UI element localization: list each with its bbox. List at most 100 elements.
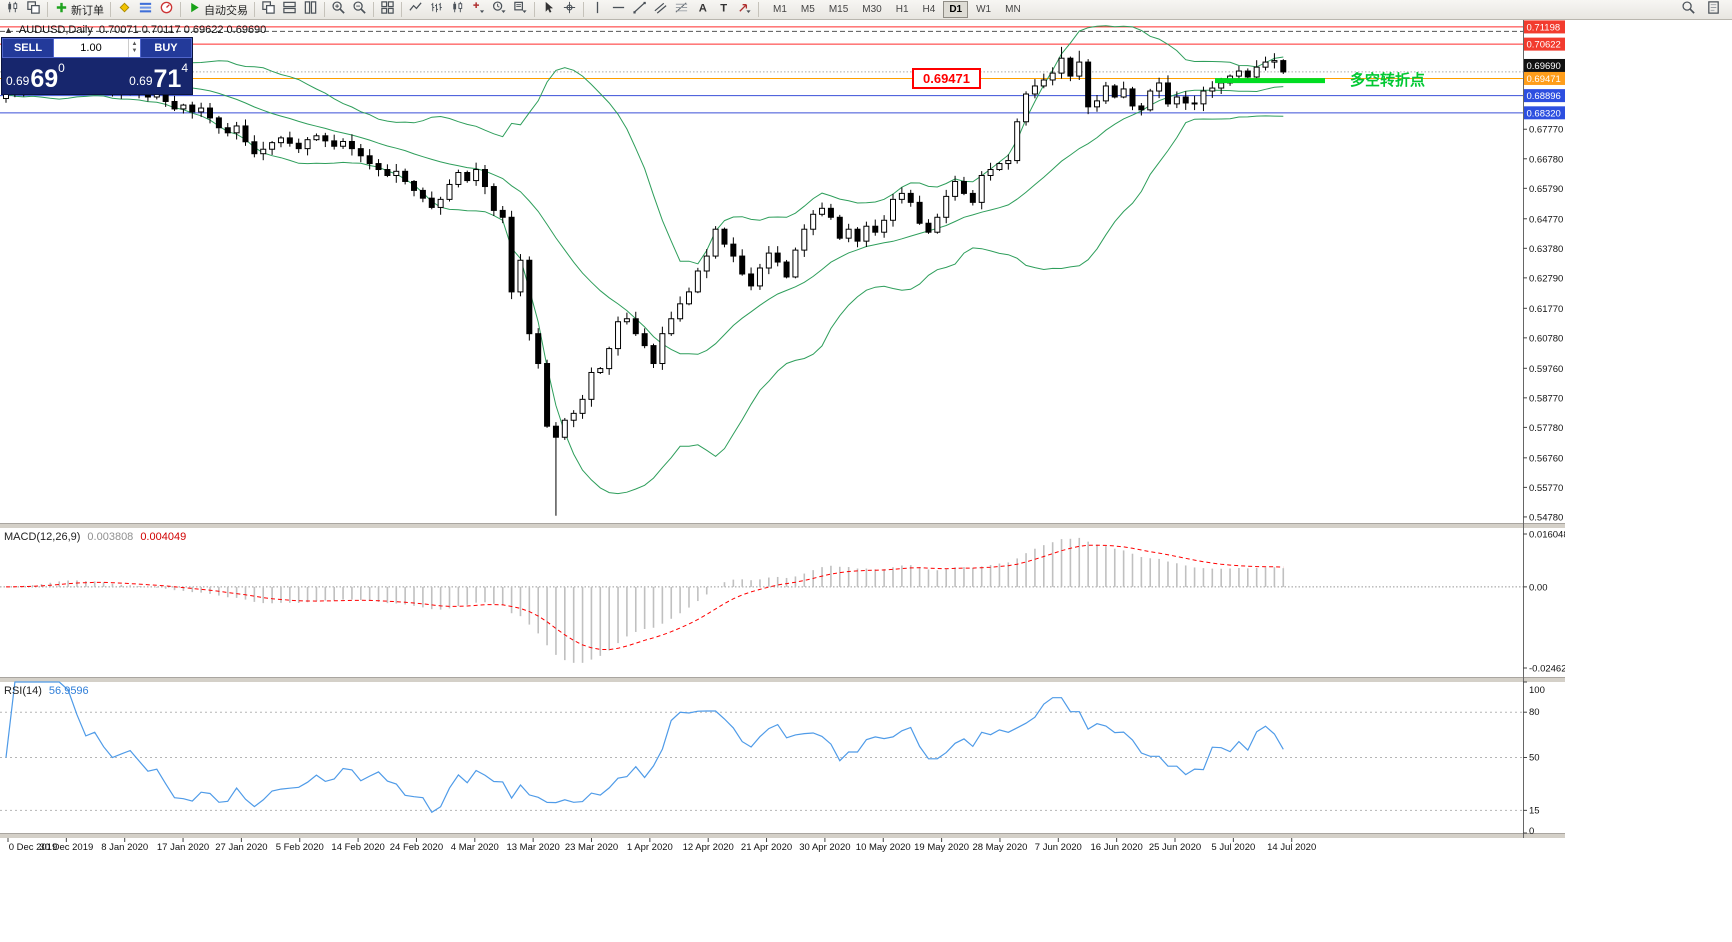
new-order-button[interactable]: 新订单 bbox=[51, 0, 107, 20]
candle-body bbox=[1235, 70, 1242, 77]
bar-chart-mode-button[interactable] bbox=[426, 0, 447, 20]
timeframe-h4-button[interactable]: H4 bbox=[922, 4, 936, 15]
rsi-pane-label: RSI(14) 56.9596 bbox=[4, 685, 89, 697]
candle-body bbox=[269, 142, 276, 150]
timeframe-d1-button[interactable]: D1 bbox=[943, 1, 969, 18]
candle-body bbox=[685, 291, 692, 305]
sell-button[interactable]: SELL bbox=[2, 38, 54, 58]
tile-horizontally-button[interactable] bbox=[279, 0, 300, 20]
candle-body bbox=[597, 368, 604, 373]
line-chart-mode-button[interactable] bbox=[405, 0, 426, 20]
one-click-toggle-icon[interactable]: ▲ bbox=[4, 25, 13, 35]
toolbar-separator bbox=[401, 2, 402, 17]
timeframe-w1-button[interactable]: W1 bbox=[976, 4, 992, 15]
pivot-text-annotation[interactable]: 多空转折点 bbox=[1350, 72, 1426, 89]
strategy-tester-button[interactable] bbox=[156, 0, 177, 20]
candle-body bbox=[1164, 82, 1171, 105]
arrows-tool-button[interactable] bbox=[734, 0, 755, 20]
candle-body bbox=[366, 155, 373, 165]
candle-body bbox=[898, 192, 905, 200]
price-flag-annotation[interactable]: 0.69471 bbox=[912, 68, 981, 89]
buy-price-button[interactable]: 0.69 71 4 bbox=[129, 58, 188, 94]
sell-price-button[interactable]: 0.69 69 0 bbox=[6, 58, 65, 94]
time-axis-label: 25 Jun 2020 bbox=[1149, 842, 1201, 852]
rsi-axis-label: 80 bbox=[1529, 707, 1540, 718]
candle-body bbox=[1147, 90, 1154, 111]
time-axis-label: 0 Dec 2019 bbox=[9, 842, 58, 852]
timeframe-mn-button[interactable]: MN bbox=[1005, 4, 1021, 15]
add-indicator-button[interactable] bbox=[468, 0, 489, 20]
time-axis-label: 14 Jul 2020 bbox=[1267, 842, 1316, 852]
candle-body bbox=[872, 225, 879, 233]
cursor-tool-button[interactable] bbox=[538, 0, 559, 20]
arrange-windows-button[interactable] bbox=[377, 0, 398, 20]
time-axis-label: 27 Jan 2020 bbox=[215, 842, 267, 852]
price-axis-tick-label: 0.64770 bbox=[1529, 214, 1563, 225]
candle-body bbox=[934, 216, 941, 233]
diamond-yellow-icon bbox=[117, 0, 132, 20]
timeframe-bar: M1 M5 M15 M30 H1 H4 D1 W1 MN bbox=[766, 1, 1028, 18]
zoom-out-button[interactable] bbox=[349, 0, 370, 20]
candle-body bbox=[552, 425, 559, 438]
candle-body bbox=[1031, 85, 1038, 95]
toolbar-separator bbox=[758, 2, 759, 17]
candle-body bbox=[845, 228, 852, 239]
metaeditor-button[interactable] bbox=[114, 0, 135, 20]
price-badge-label: 0.69471 bbox=[1527, 74, 1561, 85]
pane-divider[interactable] bbox=[0, 523, 1565, 528]
trendline-tool-button[interactable] bbox=[629, 0, 650, 20]
candle-body bbox=[384, 169, 391, 176]
cascade-windows-button[interactable] bbox=[258, 0, 279, 20]
timeframe-m5-button[interactable]: M5 bbox=[800, 4, 815, 15]
timeframe-h1-button[interactable]: H1 bbox=[895, 4, 909, 15]
autotrading-button[interactable]: 自动交易 bbox=[184, 0, 251, 20]
fibonacci-tool-button[interactable] bbox=[671, 0, 692, 20]
buy-button[interactable]: BUY bbox=[140, 38, 192, 58]
tile-vertically-button[interactable] bbox=[300, 0, 321, 20]
candle-body bbox=[588, 371, 595, 400]
horizontal-line-tool-button[interactable] bbox=[608, 0, 629, 20]
candle-body bbox=[348, 140, 355, 150]
candle-body bbox=[677, 303, 684, 320]
market-watch-button[interactable] bbox=[135, 0, 156, 20]
candle-body bbox=[881, 219, 888, 233]
win-cascade-icon bbox=[261, 0, 276, 20]
volume-down-icon[interactable]: ▼ bbox=[131, 48, 138, 54]
chart-pages-button[interactable] bbox=[1703, 0, 1724, 20]
candle-chart-mode-button[interactable] bbox=[447, 0, 468, 20]
zoom-in-button[interactable] bbox=[328, 0, 349, 20]
candle-body bbox=[189, 104, 196, 113]
pane-divider[interactable] bbox=[0, 833, 1565, 838]
timeframe-m15-button[interactable]: M15 bbox=[828, 4, 849, 15]
pane-divider[interactable] bbox=[0, 677, 1565, 682]
timeframe-m30-button[interactable]: M30 bbox=[862, 4, 882, 15]
text-tool-button[interactable]: A bbox=[692, 0, 713, 20]
candle-body bbox=[1156, 82, 1163, 92]
volume-stepper[interactable]: 1.00 ▲ ▼ bbox=[54, 38, 140, 58]
chart-canvas[interactable]: 0.67770 0.66780 0.65790 0.64770 0.63780 0.627… bbox=[0, 20, 1565, 852]
time-axis-label: 5 Jul 2020 bbox=[1211, 842, 1255, 852]
vertical-line-tool-button[interactable] bbox=[587, 0, 608, 20]
toolbar-separator bbox=[254, 2, 255, 17]
candle-body bbox=[1058, 57, 1065, 74]
candle-body bbox=[251, 141, 258, 155]
templates-menu-button[interactable] bbox=[510, 0, 531, 20]
text-label-tool-button[interactable]: T bbox=[713, 0, 734, 20]
timeframe-m1-button[interactable]: M1 bbox=[773, 4, 787, 15]
macd-main-value: 0.003808 bbox=[87, 531, 134, 543]
chart-profiles-button[interactable] bbox=[23, 0, 44, 20]
candle-body bbox=[331, 140, 338, 147]
channel-tool-button[interactable] bbox=[650, 0, 671, 20]
new-chart-button[interactable] bbox=[2, 0, 23, 20]
svg-text:A: A bbox=[699, 2, 707, 14]
crosshair-tool-button[interactable] bbox=[559, 0, 580, 20]
volume-up-icon[interactable]: ▲ bbox=[131, 41, 138, 47]
candle-body bbox=[1040, 79, 1047, 87]
price-axis-tick-label: 0.57780 bbox=[1529, 423, 1563, 434]
quick-search-button[interactable] bbox=[1678, 0, 1699, 20]
candle-body bbox=[1049, 72, 1056, 81]
price-axis-tick-label: 0.59760 bbox=[1529, 364, 1563, 375]
periods-menu-button[interactable] bbox=[489, 0, 510, 20]
price-flag-value: 0.69471 bbox=[923, 71, 970, 86]
